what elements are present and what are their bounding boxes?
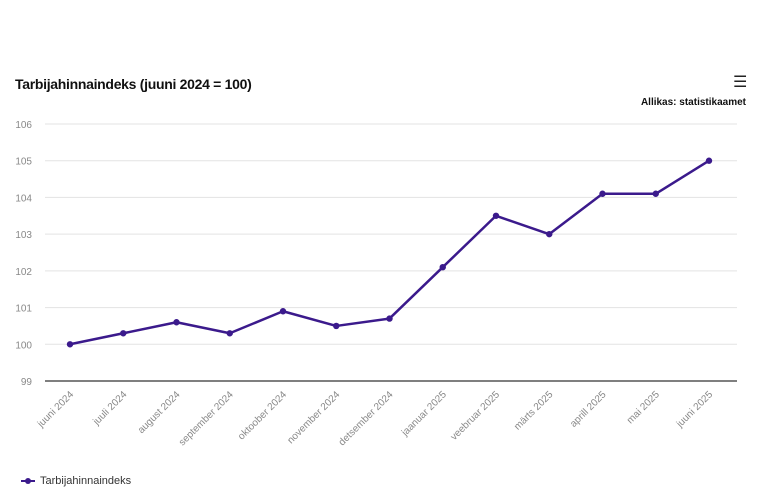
data-point xyxy=(66,341,74,348)
x-tick-label: märts 2025 xyxy=(512,389,555,432)
y-tick-label: 104 xyxy=(15,193,32,204)
data-point xyxy=(120,330,127,337)
x-tick-label: oktoober 2024 xyxy=(236,389,289,442)
x-tick-label: jaanuar 2025 xyxy=(399,389,449,439)
data-point xyxy=(226,330,233,337)
chart-source: Allikas: statistikaamet xyxy=(640,97,746,108)
data-point xyxy=(386,315,393,322)
x-tick-label: aprill 2025 xyxy=(568,389,609,430)
x-tick-label: detsember 2024 xyxy=(337,389,396,448)
x-tick-label: juuni 2024 xyxy=(35,389,76,430)
y-tick-label: 99 xyxy=(21,377,33,388)
y-tick-label: 105 xyxy=(15,157,32,168)
hamburger-menu-icon[interactable]: ☰ xyxy=(733,74,748,91)
data-point xyxy=(439,263,446,271)
data-point xyxy=(546,230,553,238)
x-tick-label: veebruar 2025 xyxy=(449,389,503,443)
y-tick-label: 102 xyxy=(15,267,32,278)
legend-label: Tarbijahinnaindeks xyxy=(40,475,132,487)
y-tick-label: 106 xyxy=(15,120,32,131)
x-tick-label: mai 2025 xyxy=(625,389,662,426)
legend-item[interactable]: Tarbijahinnaindeks xyxy=(20,475,131,487)
y-tick-label: 103 xyxy=(15,230,32,241)
x-tick-label: august 2024 xyxy=(136,389,183,436)
data-point xyxy=(652,190,659,197)
y-tick-label: 101 xyxy=(15,304,32,315)
x-tick-label: juuni 2025 xyxy=(674,389,715,430)
data-point xyxy=(705,157,713,164)
x-tick-label: november 2024 xyxy=(285,389,342,446)
x-tick-label: september 2024 xyxy=(177,389,236,448)
data-point xyxy=(173,319,180,326)
data-point xyxy=(279,308,287,315)
y-tick-label: 100 xyxy=(15,340,32,351)
chart-title: Tarbijahinnaindeks (juuni 2024 = 100) xyxy=(15,76,252,92)
x-tick-label: juuli 2024 xyxy=(91,389,130,428)
data-point xyxy=(333,322,340,330)
data-point xyxy=(599,190,606,197)
data-point xyxy=(492,212,500,219)
